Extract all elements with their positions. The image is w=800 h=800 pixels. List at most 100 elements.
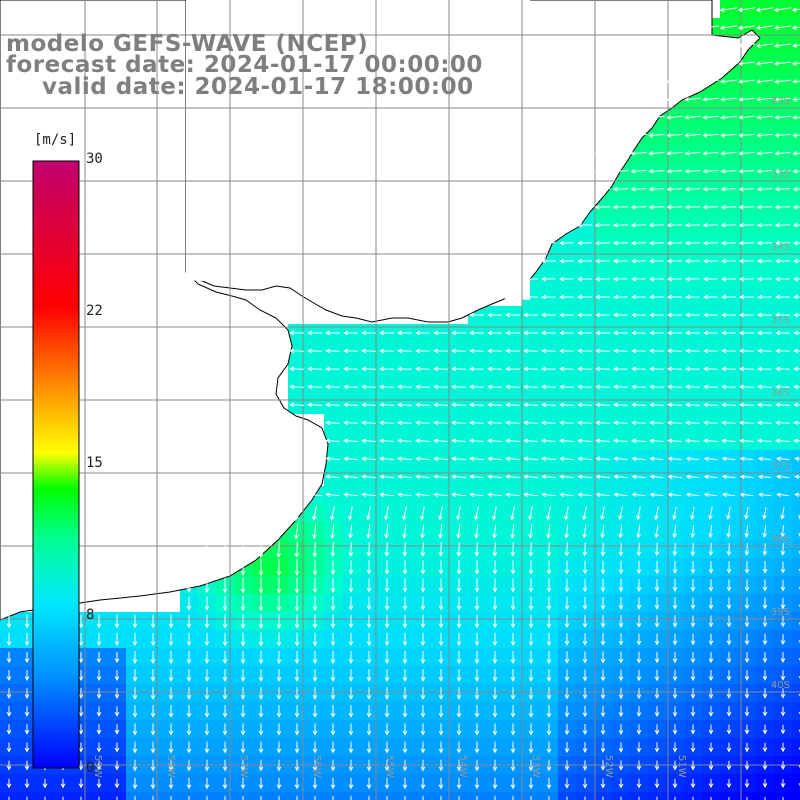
wind-arrow <box>739 492 754 498</box>
wind-cell <box>792 702 800 720</box>
wind-arrow <box>523 330 538 336</box>
wind-arrow <box>366 651 372 665</box>
wind-arrow <box>546 578 552 593</box>
wind-arrow <box>343 402 358 408</box>
wind-arrow <box>258 541 264 558</box>
wind-cell <box>792 504 800 522</box>
wind-arrow <box>528 632 534 647</box>
wind-arrow <box>348 542 354 557</box>
wind-arrow <box>330 578 336 593</box>
wind-arrow <box>595 330 610 336</box>
wind-arrow <box>240 705 246 718</box>
wind-arrow <box>523 474 538 480</box>
wind-arrow <box>469 492 484 498</box>
wind-arrow <box>595 402 610 408</box>
wind-arrow <box>96 614 102 629</box>
wind-arrow <box>348 777 354 790</box>
wind-arrow <box>276 669 282 682</box>
wind-arrow <box>594 240 611 246</box>
wind-arrow <box>559 420 574 426</box>
wind-arrow <box>492 632 498 647</box>
wind-arrow <box>674 796 676 800</box>
wind-arrow <box>186 578 192 593</box>
wind-arrow <box>564 506 569 521</box>
wind-arrow <box>720 79 737 84</box>
wind-arrow <box>132 632 138 647</box>
wind-arrow <box>630 258 647 264</box>
wind-arrow <box>276 595 282 612</box>
wind-arrow <box>366 723 372 736</box>
wind-arrow <box>600 524 605 539</box>
wind-arrow <box>690 579 696 592</box>
wind-arrow <box>325 330 340 336</box>
wind-arrow <box>98 796 100 800</box>
wind-arrow <box>546 524 551 539</box>
wind-arrow <box>721 402 736 408</box>
wind-arrow <box>703 330 718 336</box>
wind-arrow <box>505 492 520 498</box>
wind-arrow <box>348 578 354 593</box>
wind-arrow <box>168 705 174 718</box>
wind-arrow <box>186 777 192 790</box>
wind-arrow <box>510 524 515 539</box>
wind-arrow <box>577 402 592 408</box>
longitude-labels: 59W 58W 57W 56W 55W 54W 53W 52W 51W <box>92 755 687 778</box>
wind-arrow <box>582 578 588 593</box>
wind-arrow <box>384 578 390 593</box>
wind-arrow <box>361 474 376 480</box>
wind-arrow <box>24 688 30 699</box>
wind-arrow <box>510 723 516 736</box>
wind-arrow <box>222 669 228 682</box>
wind-arrow <box>780 525 786 538</box>
wind-arrow <box>708 597 714 610</box>
wind-arrow <box>636 542 642 557</box>
wind-arrow <box>523 294 538 300</box>
wind-arrow <box>204 741 210 754</box>
wind-arrow <box>240 759 246 772</box>
wind-arrow <box>510 614 516 629</box>
wind-arrow <box>433 348 448 354</box>
wind-arrow <box>618 542 624 557</box>
wind-arrow <box>78 651 84 664</box>
wind-arrow <box>630 222 647 228</box>
wind-arrow <box>738 204 755 210</box>
wind-arrow <box>564 596 570 611</box>
wind-arrow <box>690 506 695 521</box>
wind-arrow <box>564 760 570 771</box>
wind-arrow <box>402 723 408 736</box>
wind-arrow <box>438 669 444 682</box>
wind-arrow <box>168 741 174 754</box>
wind-arrow <box>720 132 737 138</box>
wind-arrow <box>708 633 714 646</box>
wind-arrow <box>469 402 484 408</box>
wind-arrow <box>222 687 228 700</box>
wind-arrow <box>420 524 425 539</box>
wind-arrow <box>600 615 606 628</box>
wind-arrow <box>258 650 264 665</box>
wind-arrow <box>397 420 412 426</box>
wind-arrow <box>648 240 665 246</box>
wind-arrow <box>737 43 756 48</box>
wind-arrow <box>708 778 714 789</box>
wind-arrow <box>684 204 701 210</box>
wind-arrow <box>690 724 696 735</box>
wind-arrow <box>582 506 587 521</box>
wind-arrow <box>469 456 484 462</box>
wind-arrow <box>487 474 502 480</box>
wind-arrow <box>528 759 534 772</box>
wind-arrow <box>744 724 750 735</box>
wind-arrow <box>757 384 772 390</box>
wind-arrow <box>204 777 210 790</box>
wind-arrow <box>366 506 371 521</box>
wind-arrow <box>456 723 462 736</box>
wind-arrow <box>720 240 737 246</box>
wind-arrow <box>258 614 264 629</box>
wind-arrow <box>438 542 444 557</box>
wind-arrow <box>726 760 732 771</box>
wind-arrow <box>276 541 282 558</box>
wind-arrow <box>384 777 390 790</box>
model-title: modelo GEFS-WAVE (NCEP) <box>6 31 369 57</box>
wind-arrow <box>132 759 138 772</box>
wind-arrow <box>739 330 754 336</box>
wind-arrow <box>361 456 376 462</box>
